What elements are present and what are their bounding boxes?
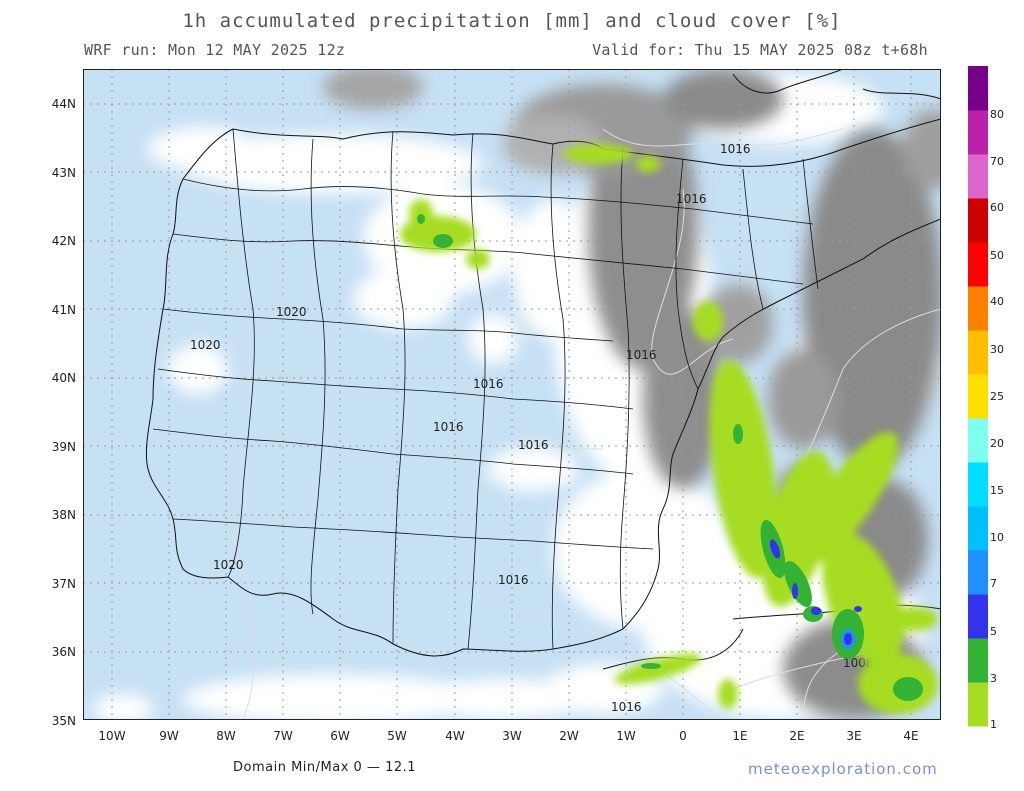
lon-tick-label: 9W [159, 729, 179, 743]
isobar-label: 1016 [611, 700, 642, 714]
colorbar-swatches [968, 66, 988, 727]
lon-tick-label: 10W [98, 729, 125, 743]
lat-tick-label: 40N [52, 371, 76, 385]
domain-minmax-label: Domain Min/Max 0 — 12.1 [233, 760, 417, 775]
colorbar-label: 20 [990, 437, 1004, 450]
isobar-label: 1016 [676, 192, 707, 206]
colorbar-swatch [968, 682, 988, 727]
valid-time-label: Valid for: Thu 15 MAY 2025 08z t+68h [592, 41, 928, 59]
colorbar-swatch [968, 286, 988, 331]
colorbar-label: 70 [990, 155, 1004, 168]
colorbar-label: 40 [990, 295, 1004, 308]
isobar-label: 1016 [473, 377, 504, 391]
lon-tick-label: 5W [387, 729, 407, 743]
colorbar-label: 15 [990, 484, 1004, 497]
precipitation-map: 1016 1016 1020 1020 1016 1016 1016 1016 … [83, 69, 941, 720]
colorbar-swatch [968, 198, 988, 243]
colorbar-swatch [968, 330, 988, 375]
colorbar-swatch [968, 374, 988, 419]
colorbar-labels: 1 3 5 7 10 15 20 25 30 40 50 60 70 80 [990, 108, 1004, 730]
colorbar-swatch [968, 506, 988, 551]
isobar-label: 1016 [720, 142, 751, 156]
model-run-label: WRF run: Mon 12 MAY 2025 12z [84, 41, 346, 59]
colorbar-swatch [968, 418, 988, 463]
lat-tick-label: 35N [52, 714, 76, 728]
colorbar-label: 10 [990, 531, 1004, 544]
lon-tick-label: 3E [846, 729, 861, 743]
precip-colorbar: 1 3 5 7 10 15 20 25 30 40 50 60 70 80 [968, 66, 1004, 730]
lat-tick-label: 39N [52, 440, 76, 454]
isobar-label: 1020 [276, 305, 307, 319]
colorbar-label: 60 [990, 201, 1004, 214]
colorbar-swatch [968, 242, 988, 287]
isobar-label: 1016 [626, 348, 657, 362]
lat-tick-label: 43N [52, 166, 76, 180]
colorbar-label: 30 [990, 343, 1004, 356]
lat-tick-label: 44N [52, 97, 76, 111]
colorbar-label: 5 [990, 625, 997, 638]
lon-tick-label: 0 [679, 729, 687, 743]
lon-tick-label: 2W [559, 729, 579, 743]
isobar-label: 1016 [433, 420, 464, 434]
colorbar-label: 80 [990, 108, 1004, 121]
colorbar-swatch [968, 110, 988, 155]
map-frame [83, 69, 941, 720]
lon-tick-label: 4E [903, 729, 918, 743]
province-borders [152, 128, 819, 650]
coastlines [145, 69, 941, 670]
lat-tick-label: 42N [52, 234, 76, 248]
colorbar-swatch [968, 154, 988, 199]
colorbar-label: 1 [990, 718, 997, 730]
colorbar-label: 3 [990, 672, 997, 685]
lon-tick-label: 2E [789, 729, 804, 743]
lat-tick-label: 36N [52, 645, 76, 659]
lon-tick-label: 6W [330, 729, 350, 743]
lon-tick-label: 8W [216, 729, 236, 743]
colorbar-label: 25 [990, 390, 1004, 403]
colorbar-swatch [968, 594, 988, 639]
longitude-axis: 10W 9W 8W 7W 6W 5W 4W 3W 2W 1W 0 1E 2E 3… [98, 729, 918, 743]
colorbar-label: 7 [990, 577, 997, 590]
lon-tick-label: 1W [616, 729, 636, 743]
lon-tick-label: 3W [502, 729, 522, 743]
lat-tick-label: 41N [52, 303, 76, 317]
chart-title: 1h accumulated precipitation [mm] and cl… [182, 10, 842, 32]
lon-tick-label: 4W [445, 729, 465, 743]
colorbar-swatch [968, 638, 988, 683]
colorbar-swatch [968, 550, 988, 595]
isobar-label: 1016 [498, 573, 529, 587]
lat-tick-label: 37N [52, 577, 76, 591]
lat-tick-label: 38N [52, 508, 76, 522]
brand-link[interactable]: meteoexploration.com [748, 760, 938, 778]
colorbar-label: 50 [990, 249, 1004, 262]
precip-heavy-layer [769, 539, 862, 649]
isobar-label: 1020 [190, 338, 221, 352]
isobar-label: 1016 [518, 438, 549, 452]
isobar-label: 1020 [213, 558, 244, 572]
isobar-labels: 1016 1016 1020 1020 1016 1016 1016 1016 … [190, 142, 874, 714]
latitude-axis: 44N 43N 42N 41N 40N 39N 38N 37N 36N 35N [52, 97, 76, 728]
colorbar-swatch [968, 66, 988, 111]
colorbar-swatch [968, 462, 988, 507]
lon-tick-label: 1E [732, 729, 747, 743]
lon-tick-label: 7W [273, 729, 293, 743]
